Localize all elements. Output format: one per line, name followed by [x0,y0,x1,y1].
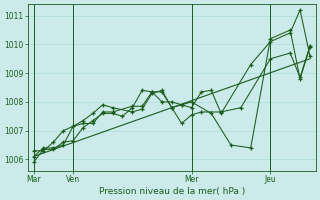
X-axis label: Pression niveau de la mer( hPa ): Pression niveau de la mer( hPa ) [99,187,245,196]
